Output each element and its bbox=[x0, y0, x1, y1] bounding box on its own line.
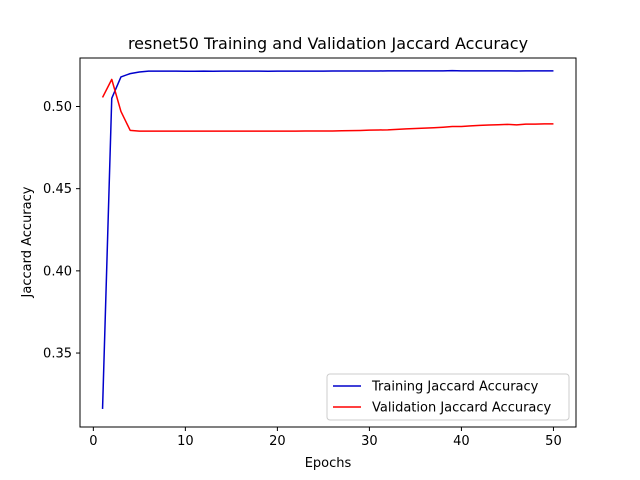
x-tick-label: 50 bbox=[545, 434, 562, 449]
series-lines bbox=[101, 69, 554, 409]
x-tick-label: 20 bbox=[269, 434, 286, 449]
series-line-validation bbox=[101, 78, 554, 132]
x-tick-label: 40 bbox=[453, 434, 470, 449]
legend-label: Validation Jaccard Accuracy bbox=[372, 401, 552, 416]
x-tick-label: 30 bbox=[361, 434, 378, 449]
legend-box bbox=[326, 373, 570, 421]
x-tick-label: 0 bbox=[89, 434, 97, 449]
y-axis-label: Jaccard Accuracy bbox=[20, 186, 35, 298]
y-tick-label: 0.50 bbox=[43, 100, 72, 115]
chart-title: resnet50 Training and Validation Jaccard… bbox=[128, 34, 528, 53]
y-axis: 0.35 0.40 0.45 0.50 bbox=[43, 100, 80, 362]
series-line-training bbox=[101, 69, 554, 409]
y-tick-label: 0.35 bbox=[43, 347, 72, 362]
legend: Training Jaccard Accuracy Validation Jacc… bbox=[326, 373, 570, 421]
y-tick-label: 0.40 bbox=[43, 264, 72, 279]
plot-area bbox=[79, 57, 577, 428]
x-axis: 0 10 20 30 40 50 bbox=[89, 427, 562, 449]
x-axis-label: Epochs bbox=[305, 456, 352, 471]
y-tick-label: 0.45 bbox=[43, 182, 72, 197]
x-tick-label: 10 bbox=[177, 434, 194, 449]
legend-label: Training Jaccard Accuracy bbox=[371, 380, 539, 395]
